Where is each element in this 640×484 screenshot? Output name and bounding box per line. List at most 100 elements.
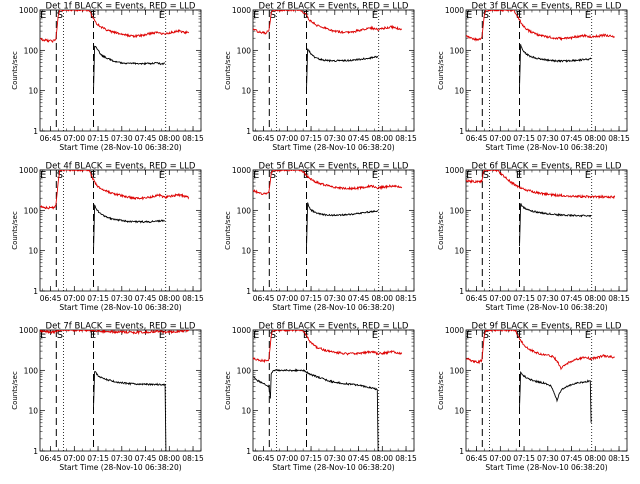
x-tick-label: 06:45 (40, 454, 62, 463)
x-tick-label: 08:15 (182, 454, 204, 463)
events-series-line (253, 368, 379, 451)
x-tick-label: 07:30 (324, 294, 346, 303)
y-tick-label: 10 (454, 247, 464, 256)
lld-series-line (253, 330, 403, 364)
y-tick-label: 100 (24, 366, 39, 375)
y-tick-label: 100 (237, 366, 252, 375)
marker-letter-s: S (57, 330, 63, 341)
x-tick-label: 06:45 (253, 294, 275, 303)
y-tick-label: 10 (241, 407, 251, 416)
lld-series-line (40, 10, 190, 43)
y-axis-label: Counts/sec (224, 211, 232, 250)
panel-title: Det 4f BLACK = Events, RED = LLD (46, 162, 196, 172)
y-tick-label: 1 (459, 447, 464, 456)
x-axis-label: Start Time (28-Nov-10 06:38:20) (485, 143, 607, 152)
events-series-line (519, 203, 592, 247)
x-tick-label: 07:00 (489, 294, 511, 303)
x-tick-label: 08:15 (395, 454, 417, 463)
x-tick-label: 07:45 (135, 134, 157, 143)
x-tick-label: 07:15 (513, 454, 535, 463)
y-tick-label: 100 (450, 46, 465, 55)
x-tick-label: 07:45 (348, 134, 370, 143)
x-tick-label: 08:15 (395, 294, 417, 303)
y-axis-label: Counts/sec (11, 371, 19, 410)
x-tick-label: 07:15 (300, 134, 322, 143)
y-tick-label: 1000 (445, 326, 464, 335)
panel-title: Det 9f BLACK = Events, RED = LLD (472, 322, 622, 332)
marker-letter-e: E (372, 330, 378, 341)
panel-3: Det 3f BLACK = Events, RED = LLD 1 10 100 10… (437, 2, 630, 153)
x-tick-label: 07:30 (537, 134, 559, 143)
marker-letter-e: E (372, 170, 378, 181)
events-series-line (93, 204, 166, 251)
y-axis-label: Counts/sec (437, 211, 445, 250)
x-tick-label: 08:00 (371, 134, 393, 143)
x-tick-label: 08:15 (395, 134, 417, 143)
x-axis-label: Start Time (28-Nov-10 06:38:20) (272, 303, 394, 312)
panel-2: Det 2f BLACK = Events, RED = LLD 1 10 100 10… (224, 2, 417, 153)
marker-letter-e: E (585, 330, 591, 341)
x-tick-label: 07:00 (276, 294, 298, 303)
x-tick-label: 07:30 (324, 134, 346, 143)
x-axis-label: Start Time (28-Nov-10 06:38:20) (272, 463, 394, 472)
panel-7: Det 7f BLACK = Events, RED = LLD 1 10 100 10… (11, 322, 204, 473)
y-tick-label: 10 (241, 247, 251, 256)
plot-frame (39, 9, 202, 132)
plot-frame (465, 169, 628, 292)
x-tick-label: 07:30 (537, 454, 559, 463)
y-tick-label: 1 (246, 127, 251, 136)
y-axis-label: Counts/sec (437, 51, 445, 90)
lld-series-line (40, 170, 190, 210)
x-tick-label: 07:30 (111, 294, 133, 303)
marker-letter-s: S (57, 10, 63, 21)
x-tick-label: 07:15 (87, 454, 109, 463)
marker-letter-e: E (516, 10, 522, 21)
marker-letter-e: E (466, 170, 472, 181)
marker-letter-e: E (90, 330, 96, 341)
y-tick-label: 100 (237, 206, 252, 215)
marker-letter-e: E (159, 330, 165, 341)
x-tick-label: 07:45 (561, 294, 583, 303)
x-tick-label: 07:00 (63, 454, 85, 463)
marker-letter-s: S (483, 170, 489, 181)
marker-letter-s: S (270, 10, 276, 21)
marker-letter-e: E (372, 10, 378, 21)
marker-letter-s: S (483, 330, 489, 341)
marker-letter-s: S (270, 170, 276, 181)
x-axis-label: Start Time (28-Nov-10 06:38:20) (59, 463, 181, 472)
y-tick-label: 1 (459, 127, 464, 136)
x-tick-label: 07:45 (348, 294, 370, 303)
y-tick-label: 1000 (19, 6, 38, 15)
x-tick-label: 06:45 (40, 134, 62, 143)
x-tick-label: 08:00 (371, 454, 393, 463)
panel-1: Det 1f BLACK = Events, RED = LLD 1 10 100 10… (11, 2, 204, 153)
x-tick-label: 08:15 (608, 294, 630, 303)
y-tick-label: 10 (454, 407, 464, 416)
y-tick-label: 10 (28, 407, 38, 416)
events-series-line (519, 44, 592, 88)
x-tick-label: 07:30 (324, 454, 346, 463)
y-tick-label: 1000 (445, 166, 464, 175)
x-tick-label: 07:15 (87, 294, 109, 303)
marker-letter-e: E (159, 170, 165, 181)
plot-frame (252, 169, 415, 292)
panel-8: Det 8f BLACK = Events, RED = LLD 1 10 100 10… (224, 322, 417, 473)
marker-letter-e: E (466, 10, 472, 21)
y-axis-label: Counts/sec (224, 51, 232, 90)
marker-letter-e: E (40, 10, 46, 21)
y-tick-label: 10 (28, 87, 38, 96)
marker-letter-e: E (40, 330, 46, 341)
y-tick-label: 1 (459, 287, 464, 296)
x-tick-label: 06:45 (253, 454, 275, 463)
x-tick-label: 08:00 (158, 454, 180, 463)
panel-9: Det 9f BLACK = Events, RED = LLD 1 10 100 10… (437, 322, 630, 473)
events-series-line (306, 48, 379, 90)
x-tick-label: 08:00 (158, 134, 180, 143)
y-tick-label: 100 (24, 206, 39, 215)
plot-frame (252, 9, 415, 132)
x-tick-label: 07:45 (135, 294, 157, 303)
panel-title: Det 3f BLACK = Events, RED = LLD (472, 2, 622, 12)
lld-series-line (253, 10, 403, 35)
y-tick-label: 1000 (19, 166, 38, 175)
